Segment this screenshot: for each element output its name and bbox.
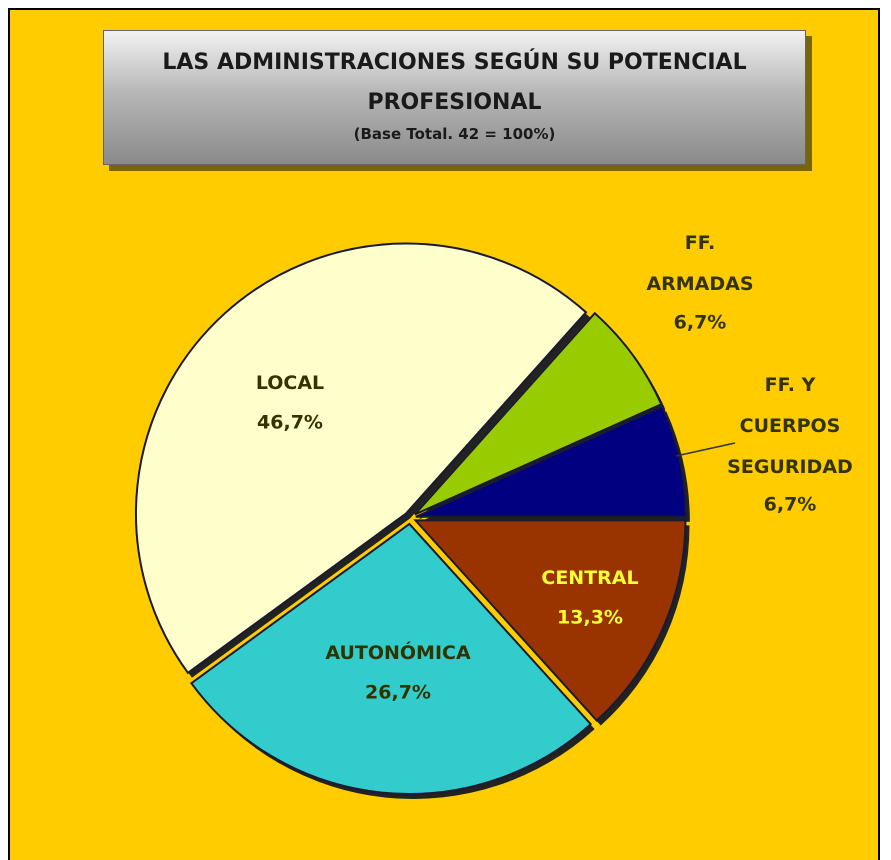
chart-title: LAS ADMINISTRACIONES SEGÚN SU POTENCIAL … [162, 50, 747, 115]
chart-subtitle: (Base Total. 42 = 100%) [353, 125, 556, 143]
slice [413, 519, 687, 722]
slice-label-line: SEGURIDAD [727, 456, 853, 478]
slice-label-line: CENTRAL [541, 567, 638, 589]
slice-label-line: ARMADAS [646, 273, 753, 295]
slice-label: FF. ARMADAS [646, 232, 753, 295]
slice [414, 311, 663, 516]
value-label: 26,7% [365, 682, 431, 704]
value-label: 46,7% [257, 412, 323, 434]
slice-label-line: FF. Y [765, 374, 816, 396]
slice-label-line: FF. [685, 232, 715, 254]
slice-label: CENTRAL [541, 567, 638, 589]
slice [415, 405, 687, 518]
slice-label: FF. Y CUERPOS SEGURIDAD [727, 374, 853, 478]
slice [135, 242, 588, 675]
slice-label-line: AUTONÓMICA [325, 640, 471, 664]
slice-label-line: LOCAL [256, 372, 324, 394]
slice-label: AUTONÓMICA [325, 640, 471, 664]
value-label: 6,7% [674, 312, 727, 334]
slice-label: LOCAL [256, 372, 324, 394]
slice [189, 522, 593, 795]
title-box: LAS ADMINISTRACIONES SEGÚN SU POTENCIAL … [103, 30, 806, 165]
value-label: 13,3% [557, 607, 623, 629]
leader-line [675, 442, 736, 457]
value-label: 6,7% [764, 494, 817, 516]
slice-label-line: CUERPOS [740, 415, 841, 437]
